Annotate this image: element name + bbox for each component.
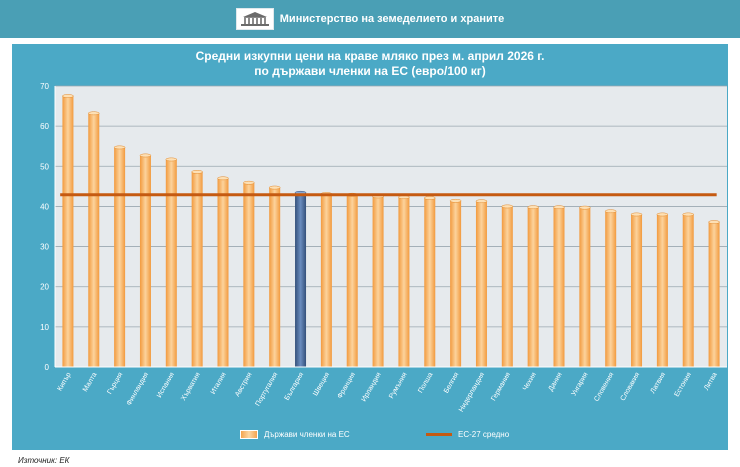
y-tick-label: 50	[40, 162, 49, 171]
bar	[656, 214, 668, 367]
x-tick-label: Германия	[490, 371, 512, 402]
x-tick-label: Дания	[548, 371, 564, 392]
bar-cap	[527, 205, 539, 210]
bar	[320, 193, 332, 367]
y-tick-label: 60	[40, 122, 49, 131]
bar	[631, 214, 643, 367]
x-tick-label: Португалия	[255, 371, 280, 407]
bar-cap	[708, 220, 720, 224]
bar-cap	[501, 204, 514, 209]
x-tick-label: Румъния	[388, 371, 409, 400]
parliament-building-icon	[235, 8, 274, 30]
y-tick-label: 30	[40, 243, 49, 252]
x-tick-label: Финландия	[126, 371, 151, 406]
bar	[191, 171, 203, 367]
legend-line-swatch	[426, 433, 452, 436]
bar	[398, 197, 410, 367]
ministry-banner: Министерство на земеделието и храните	[0, 7, 740, 31]
bar-cap	[475, 199, 488, 204]
x-tick-label: Ирландия	[361, 371, 383, 403]
bar-cap	[424, 196, 436, 200]
bar	[114, 147, 126, 367]
bar-cap	[449, 198, 462, 203]
x-tick-label: Малта	[82, 371, 99, 393]
bar-cap	[139, 153, 152, 158]
bar-chart: 0 10 20 30 40 50 60 70 Кипър Малта Гърция Финландия…	[40, 82, 727, 413]
x-tick-label: Швеция	[312, 371, 331, 397]
x-tick-label: Унгария	[571, 371, 590, 397]
x-tick-label: Полша	[417, 371, 434, 394]
x-tick-label: Хърватия	[180, 371, 202, 402]
y-tick-label: 10	[40, 323, 49, 332]
y-tick-label: 40	[40, 202, 49, 211]
bar	[475, 201, 487, 367]
x-tick-label: Белгия	[443, 371, 460, 394]
bar-cap	[656, 212, 669, 217]
chart-title-line1: Средни изкупни цени на краве мляко през …	[195, 49, 545, 63]
bar-cap	[217, 176, 229, 181]
bar-cap	[579, 205, 591, 210]
x-tick-label: Италия	[210, 371, 228, 395]
x-tick-label: Латвия	[650, 371, 668, 395]
legend-bar-swatch	[240, 430, 258, 439]
bar	[579, 207, 591, 367]
legend-bar-label: Държави членки на ЕС	[264, 430, 350, 439]
y-tick-label: 20	[40, 283, 49, 292]
x-tick-label: Естония	[674, 371, 694, 398]
bar-cap	[191, 170, 203, 174]
bar-cap	[113, 145, 126, 150]
x-tick-label: Литва	[703, 371, 719, 391]
bar	[295, 192, 307, 367]
x-tick-label: Чехия	[522, 371, 538, 392]
bar	[372, 196, 384, 367]
y-tick-label: 70	[40, 82, 49, 91]
bar-cap	[62, 94, 74, 98]
legend-bar-entry: Държави членки на ЕС	[240, 430, 350, 439]
chart-title: Средни изкупни цени на краве мляко през …	[12, 49, 728, 79]
bar	[527, 207, 539, 367]
ministry-name: Министерство на земеделието и храните	[279, 13, 505, 25]
source-note: Източник: ЕК	[18, 456, 70, 465]
bar	[708, 222, 720, 367]
bar	[553, 207, 565, 367]
x-tick-label: България	[284, 371, 306, 401]
bar-cap	[682, 212, 694, 217]
x-tick-label: Гърция	[106, 371, 124, 395]
bar-cap	[268, 185, 281, 190]
bar	[346, 194, 358, 367]
bar	[450, 200, 462, 367]
bar	[682, 214, 694, 367]
bar	[269, 187, 281, 367]
x-tick-label: Нидерландия	[458, 371, 486, 413]
ministry-header-bar: Министерство на земеделието и храните	[0, 0, 740, 38]
x-tick-label: Кипър	[57, 371, 73, 392]
bar-cap	[165, 157, 178, 162]
bar	[88, 113, 100, 367]
bar-cap	[243, 180, 255, 185]
y-tick-label: 0	[45, 363, 50, 372]
bar-cap	[604, 209, 617, 214]
bar	[62, 96, 74, 368]
chart-title-line2: по държави членки на ЕС (евро/100 кг)	[254, 64, 486, 78]
bar	[501, 206, 513, 367]
bar-cap	[630, 212, 643, 217]
x-tick-label: Испания	[156, 371, 176, 399]
x-tick-label: Словакия	[619, 371, 641, 402]
bar-cap	[553, 205, 565, 210]
bar	[165, 159, 177, 367]
bar	[424, 197, 436, 367]
bar	[605, 211, 617, 367]
bar	[139, 155, 151, 367]
chart-panel: Средни изкупни цени на краве мляко през …	[12, 44, 728, 450]
legend-line-entry: ЕС-27 средно	[426, 430, 509, 439]
x-tick-label: Австрия	[234, 371, 253, 398]
x-tick-label: Франция	[337, 371, 358, 400]
legend-line-label: ЕС-27 средно	[458, 430, 510, 439]
bar-cap	[88, 111, 100, 116]
x-tick-label: Словения	[593, 371, 615, 403]
bar	[217, 178, 229, 367]
bar	[243, 182, 255, 367]
